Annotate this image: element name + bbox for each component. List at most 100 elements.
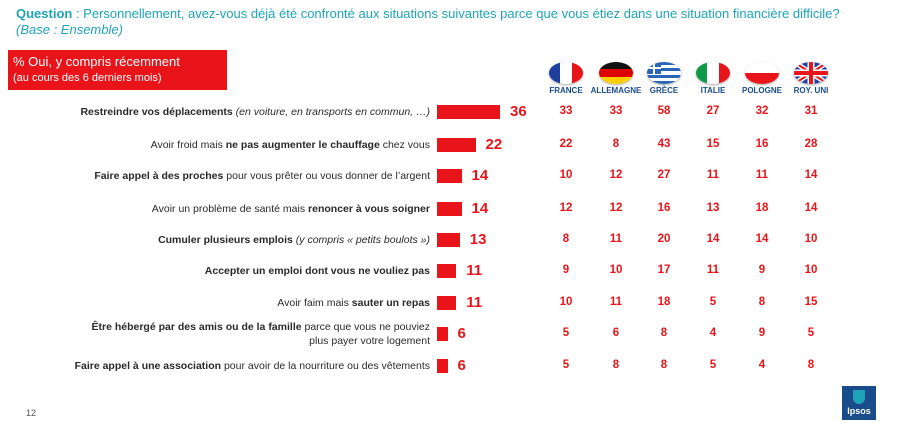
country-label: FRANCE	[549, 86, 583, 95]
germany-flag-icon	[599, 62, 633, 84]
row-label: Accepter un emploi dont vous ne vouliez …	[204, 265, 430, 277]
bar	[437, 296, 457, 310]
country-value: 14	[804, 202, 818, 214]
country-value: 12	[609, 169, 623, 181]
bar-value-label: 36	[510, 103, 527, 120]
row-label: Avoir un problème de santé mais renoncer…	[151, 203, 430, 215]
bar	[437, 327, 448, 341]
country-value: 43	[657, 138, 671, 150]
bar-value-label: 6	[457, 357, 466, 374]
country-value: 8	[807, 359, 815, 371]
country-value: 14	[706, 233, 720, 245]
country-value: 18	[755, 202, 769, 214]
bar	[437, 169, 462, 183]
uk-flag-icon	[794, 62, 828, 84]
country-label: POLOGNE	[741, 86, 782, 95]
country-value: 4	[709, 327, 717, 339]
country-value: 20	[657, 233, 671, 245]
legend-line2: (au cours des 6 derniers mois)	[13, 72, 162, 84]
bar	[437, 359, 448, 373]
country-value: 10	[609, 264, 623, 276]
question-label: Question	[16, 6, 73, 21]
country-value: 14	[755, 233, 769, 245]
country-value: 5	[709, 359, 717, 371]
row-label: Restreindre vos déplacements (en voiture…	[80, 106, 430, 118]
bar-value-label: 14	[471, 167, 489, 184]
bar	[437, 105, 500, 119]
country-value: 5	[807, 327, 815, 339]
country-value: 5	[709, 296, 717, 308]
bar-value-label: 11	[466, 294, 483, 311]
france-flag-icon	[549, 62, 583, 84]
country-value: 33	[609, 105, 623, 117]
country-value: 12	[609, 202, 623, 214]
country-value: 9	[758, 327, 766, 339]
country-value: 11	[706, 264, 720, 276]
bar-value-label: 14	[471, 200, 489, 217]
country-value: 18	[657, 296, 671, 308]
country-value: 58	[657, 105, 671, 117]
country-value: 9	[562, 264, 570, 276]
country-value: 27	[657, 169, 671, 181]
row-label: Être hébergé par des amis ou de la famil…	[91, 321, 431, 347]
country-value: 33	[559, 105, 573, 117]
italy-flag-icon	[696, 62, 730, 84]
country-value: 17	[657, 264, 671, 276]
country-value: 31	[804, 105, 818, 117]
country-value: 27	[706, 105, 720, 117]
country-value: 8	[758, 296, 766, 308]
country-value: 15	[804, 296, 818, 308]
greece-flag-icon	[647, 62, 681, 84]
question-body: : Personnellement, avez-vous déjà été co…	[72, 6, 840, 21]
country-value: 12	[559, 202, 573, 214]
legend-box: % Oui, y compris récemment (au cours des…	[8, 50, 227, 90]
country-value: 16	[755, 138, 769, 150]
row-label: Faire appel à une association pour avoir…	[74, 360, 430, 372]
country-label: ALLEMAGNE	[590, 86, 642, 95]
page-number: 12	[26, 408, 37, 418]
bar-value-label: 11	[466, 262, 483, 279]
question-base: (Base : Ensemble)	[16, 22, 123, 37]
bar	[437, 202, 462, 216]
bar-value-label: 13	[469, 231, 487, 248]
country-value: 8	[612, 138, 620, 150]
country-value: 10	[559, 296, 573, 308]
country-value: 8	[660, 359, 668, 371]
row-label: Cumuler plusieurs emplois (y compris « p…	[158, 234, 430, 246]
country-value: 4	[758, 359, 766, 371]
country-value: 5	[562, 359, 570, 371]
country-value: 11	[706, 169, 720, 181]
bar-value-label: 22	[485, 136, 503, 153]
country-value: 32	[755, 105, 769, 117]
bar	[437, 264, 457, 278]
question-text: Question : Personnellement, avez-vous dé…	[16, 6, 896, 38]
row-label: Avoir froid mais ne pas augmenter le cha…	[150, 139, 430, 151]
country-value: 14	[804, 169, 818, 181]
country-value: 28	[804, 138, 818, 150]
country-value: 8	[612, 359, 620, 371]
country-value: 6	[612, 327, 620, 339]
country-value: 16	[657, 202, 671, 214]
country-value: 11	[609, 233, 623, 245]
ipsos-logo: Ipsos	[842, 386, 876, 420]
country-value: 8	[562, 233, 570, 245]
country-value: 5	[562, 327, 570, 339]
country-value: 11	[755, 169, 769, 181]
row-label: Avoir faim mais sauter un repas	[277, 297, 430, 309]
country-value: 15	[706, 138, 720, 150]
bar	[437, 138, 476, 152]
bar-value-label: 6	[457, 325, 466, 342]
country-label: ROY. UNI	[793, 86, 829, 95]
country-value: 22	[559, 138, 573, 150]
bar	[437, 233, 460, 247]
poland-flag-icon	[745, 62, 779, 84]
country-value: 10	[804, 233, 818, 245]
country-value: 13	[706, 202, 720, 214]
country-value: 9	[758, 264, 766, 276]
legend-line1: % Oui, y compris récemment	[13, 54, 180, 69]
country-value: 8	[660, 327, 668, 339]
row-label: Faire appel à des proches pour vous prêt…	[94, 170, 430, 182]
country-label: ITALIE	[700, 86, 726, 95]
country-label: GRÈCE	[649, 86, 679, 95]
country-value: 10	[804, 264, 818, 276]
